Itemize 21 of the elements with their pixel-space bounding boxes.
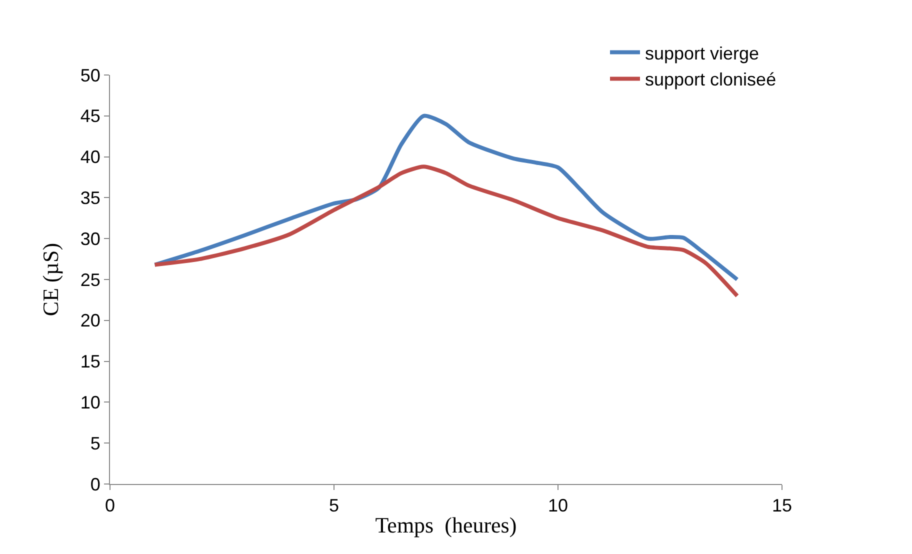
y-tick-label: 45: [80, 106, 100, 126]
x-axis-title: Temps (heures): [375, 512, 517, 538]
y-tick-label: 20: [80, 310, 100, 331]
x-tick-label: 5: [328, 496, 340, 516]
y-tick-label: 35: [80, 188, 100, 208]
y-tick-label: 25: [80, 270, 100, 290]
y-tick-label: 10: [80, 392, 100, 412]
y-tick-label: 50: [80, 65, 100, 86]
y-tick-label: 40: [80, 147, 100, 168]
y-tick-label: 5: [90, 433, 100, 454]
x-tick-label: 15: [772, 496, 792, 516]
legend-label: support cloniseé: [645, 70, 776, 90]
line-series: [152, 114, 740, 282]
y-tick-label: 30: [80, 228, 100, 249]
y-tick-label: 15: [80, 352, 100, 372]
x-tick-label: 10: [548, 496, 568, 516]
y-axis-title: CE (µS): [38, 242, 64, 316]
x-tick-label: 0: [104, 496, 116, 516]
y-tick-label: 0: [90, 474, 100, 494]
legend-label: support vierge: [645, 43, 760, 64]
line-series: [152, 164, 740, 298]
